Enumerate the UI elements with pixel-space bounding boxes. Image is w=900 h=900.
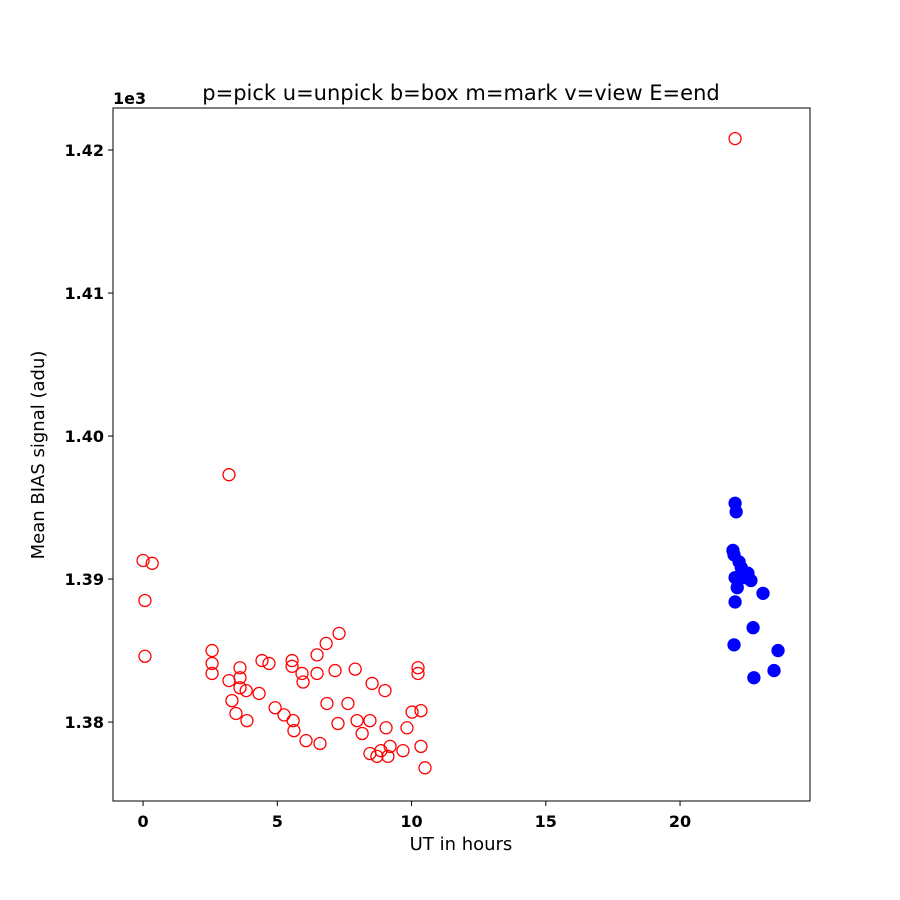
data-point [383,739,397,754]
data-point [348,662,362,676]
data-point [313,736,327,751]
data-point [756,586,770,601]
data-point [363,713,377,728]
data-point [205,666,219,681]
data-point [767,663,781,678]
data-point [411,661,425,675]
data-point [310,666,324,681]
x-axis-label: UT in hours [410,834,513,855]
data-point [310,648,324,662]
data-point [138,649,152,663]
data-point [205,643,219,658]
data-point [744,573,758,588]
data-point [268,701,282,715]
data-point [414,739,428,754]
data-point [411,666,425,681]
plot-frame [112,107,811,802]
data-point [296,675,310,689]
data-point [295,666,309,681]
chart-title: p=pick u=unpick b=box m=mark v=view E=en… [202,81,719,105]
y-tick-label: 1.39 [65,570,104,589]
data-point [747,671,761,685]
data-point [728,595,742,609]
data-point [262,656,276,671]
data-point [205,656,219,671]
data-point [229,706,243,721]
data-point [328,663,342,678]
x-tick-label: 5 [272,812,283,831]
data-point [727,638,741,652]
data-point [331,716,345,731]
x-tick-label: 20 [669,812,691,831]
data-point [225,693,239,708]
data-point [299,734,313,748]
data-point [379,721,393,735]
data-point [381,749,395,764]
x-tick-label: 0 [138,812,149,831]
data-point [332,626,346,641]
data-point [252,686,266,701]
x-tick-label: 15 [535,812,557,831]
y-offset-label: 1e3 [113,89,146,108]
data-point [136,553,150,568]
y-axis-label: Mean BIAS signal (adu) [28,351,49,560]
data-point [350,713,364,728]
data-point [320,696,334,711]
y-tick-label: 1.38 [65,713,104,732]
data-point [341,696,355,711]
x-tick-label: 10 [400,812,422,831]
data-point [233,661,247,675]
data-point [285,653,299,668]
data-point [138,593,152,608]
data-point [378,683,392,698]
data-point [222,468,236,482]
data-point [400,721,414,735]
data-point [285,659,299,673]
data-point [729,505,743,519]
data-point [396,744,410,758]
data-point [286,713,300,728]
data-point [255,653,269,668]
data-point [240,713,254,728]
data-point [418,761,432,775]
data-point [319,636,333,651]
data-point [414,703,428,718]
data-point [746,621,760,635]
data-point [287,723,301,738]
data-point [233,671,247,685]
data-point [405,705,419,719]
data-point [365,676,379,691]
data-point [239,683,253,698]
data-point [145,556,159,570]
data-point [233,681,247,695]
data-point [730,580,744,595]
data-point [728,131,742,146]
y-tick-label: 1.41 [65,284,104,303]
data-point [771,643,785,658]
y-tick-label: 1.42 [65,141,104,160]
data-point [355,726,369,741]
y-tick-label: 1.40 [65,427,104,446]
